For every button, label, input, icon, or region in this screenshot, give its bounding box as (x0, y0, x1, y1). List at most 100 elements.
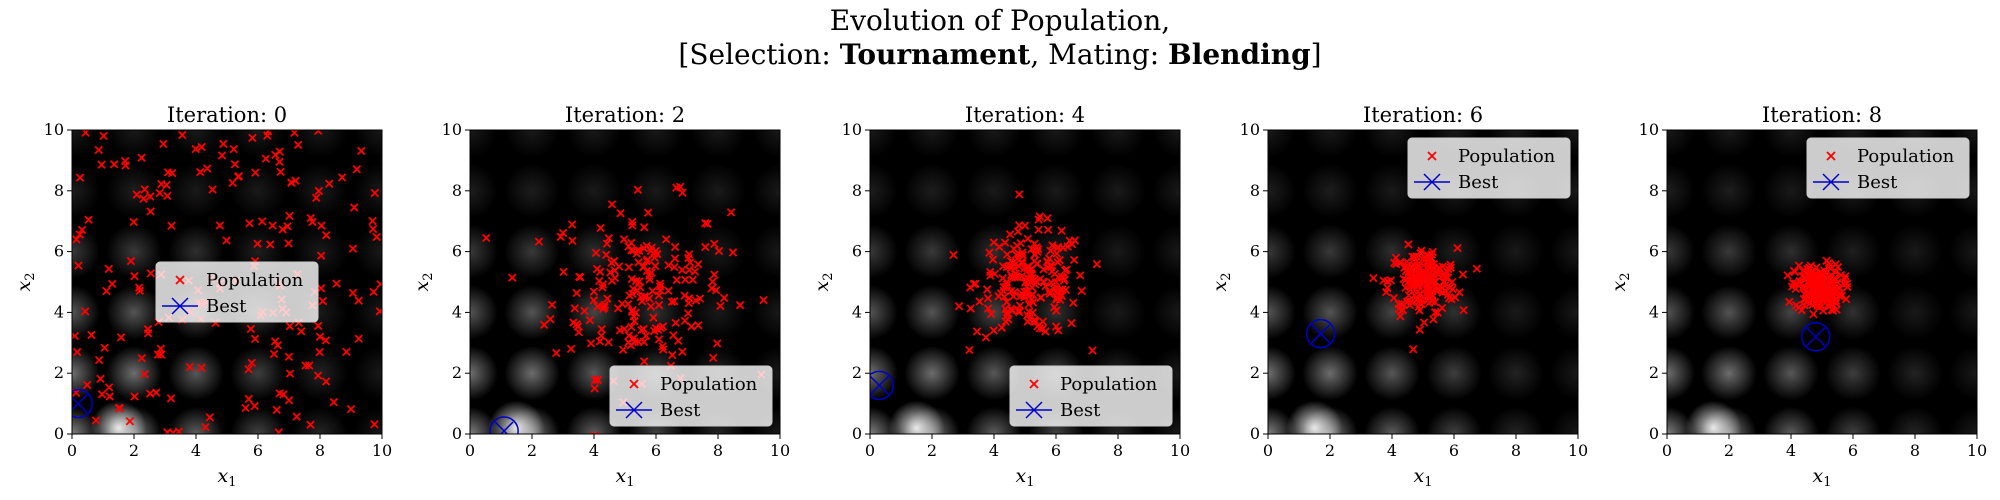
landscape-peak (566, 406, 622, 434)
population-point (130, 271, 139, 281)
population-point (316, 284, 326, 293)
population-point (246, 324, 256, 334)
population-point (205, 413, 215, 422)
population-point (244, 394, 253, 404)
landscape-peak (1268, 163, 1296, 219)
population-point (332, 279, 341, 288)
population-point (346, 404, 356, 414)
subplot-title: Iteration: 8 (1762, 103, 1882, 127)
population-point (1030, 315, 1039, 325)
landscape-peak (1152, 224, 1180, 279)
subplot-1: 0 2 4 6 8 10 0 2 4 6 8 10 Iteration: 2 x1 x2 Population… (411, 103, 790, 490)
population-point (291, 176, 300, 185)
population-point (1396, 312, 1405, 321)
x-tick-label: 8 (1910, 441, 1920, 460)
y-tick-label: 10 (1240, 120, 1260, 139)
population-point (1804, 280, 1813, 289)
landscape-peak (106, 345, 162, 401)
population-point (1404, 240, 1413, 249)
landscape-peak (1090, 163, 1146, 219)
legend-population-label: Population (1458, 146, 1556, 167)
population-point (1011, 273, 1020, 282)
landscape-peak (1667, 345, 1695, 401)
y-tick-label: 6 (852, 242, 862, 261)
population-point (1444, 293, 1454, 303)
landscape-peak (354, 130, 382, 158)
population-point (315, 347, 324, 357)
legend-population-marker (1826, 151, 1836, 161)
landscape-peak (470, 285, 498, 340)
landscape-peak (292, 130, 348, 158)
population-point (166, 394, 176, 403)
population-point (245, 219, 254, 228)
landscape-peak (168, 345, 224, 401)
legend-best-label: Best (206, 296, 247, 317)
population-point (1030, 239, 1039, 248)
population-point (132, 190, 142, 199)
population-point (1067, 239, 1077, 249)
y-axis-label: x2 (411, 273, 436, 292)
population-point (1069, 255, 1079, 265)
x-tick-label: 4 (1786, 441, 1796, 460)
population-point (1804, 282, 1814, 291)
population-point (1446, 260, 1455, 270)
landscape-peak (1426, 285, 1482, 340)
population-point (292, 412, 301, 421)
population-point (593, 375, 603, 385)
population-point (94, 355, 104, 365)
population-point (728, 248, 738, 257)
landscape-peak (752, 163, 780, 219)
landscape-peak (752, 130, 780, 158)
population-point (592, 264, 602, 274)
population-point (368, 216, 377, 226)
landscape-peak (1949, 345, 1977, 401)
population-point (140, 369, 149, 379)
population-point (116, 333, 126, 342)
legend-box (609, 365, 773, 427)
population-point (120, 156, 130, 166)
population-point (134, 283, 144, 292)
population-point (1014, 305, 1024, 315)
population-point (668, 350, 677, 360)
population-point (215, 221, 225, 230)
x-tick-label: 6 (1848, 441, 1858, 460)
population-point (618, 345, 628, 354)
population-point (648, 286, 657, 296)
best-point (489, 416, 519, 434)
x-axis-label: x1 (218, 465, 237, 490)
legend: Population Best (155, 261, 319, 323)
population-point (703, 219, 712, 229)
population-point (222, 236, 231, 245)
x-tick-label: 10 (1170, 441, 1190, 460)
legend-best-marker (1822, 173, 1840, 191)
population-point (1424, 263, 1434, 273)
population-point (651, 246, 661, 256)
x-tick-label: 6 (253, 441, 263, 460)
landscape-peak (1152, 130, 1180, 158)
landscape-peak (1763, 345, 1819, 401)
population-point (635, 283, 645, 292)
population-point (274, 428, 283, 434)
population-point (97, 160, 106, 169)
x-tick-label: 10 (372, 441, 392, 460)
population-point (1416, 299, 1425, 308)
axes-frame (1267, 129, 1579, 435)
landscape-peak (904, 163, 960, 219)
population-point (1027, 294, 1036, 304)
population-point (1003, 315, 1013, 324)
population-point (1453, 243, 1462, 253)
population-point (633, 185, 643, 195)
y-tick-label: 6 (1649, 242, 1659, 261)
population-point (126, 256, 136, 266)
landscape-peak (1550, 345, 1578, 401)
population-point (87, 330, 96, 340)
population-point (308, 217, 317, 227)
landscape-peak (904, 345, 960, 401)
y-tick-label: 0 (852, 424, 862, 443)
population-point (1053, 257, 1062, 267)
population-point (241, 403, 250, 413)
population-point (261, 154, 271, 163)
landscape-peak (1302, 224, 1358, 279)
landscape-peak (470, 163, 498, 219)
population-point (285, 369, 295, 378)
